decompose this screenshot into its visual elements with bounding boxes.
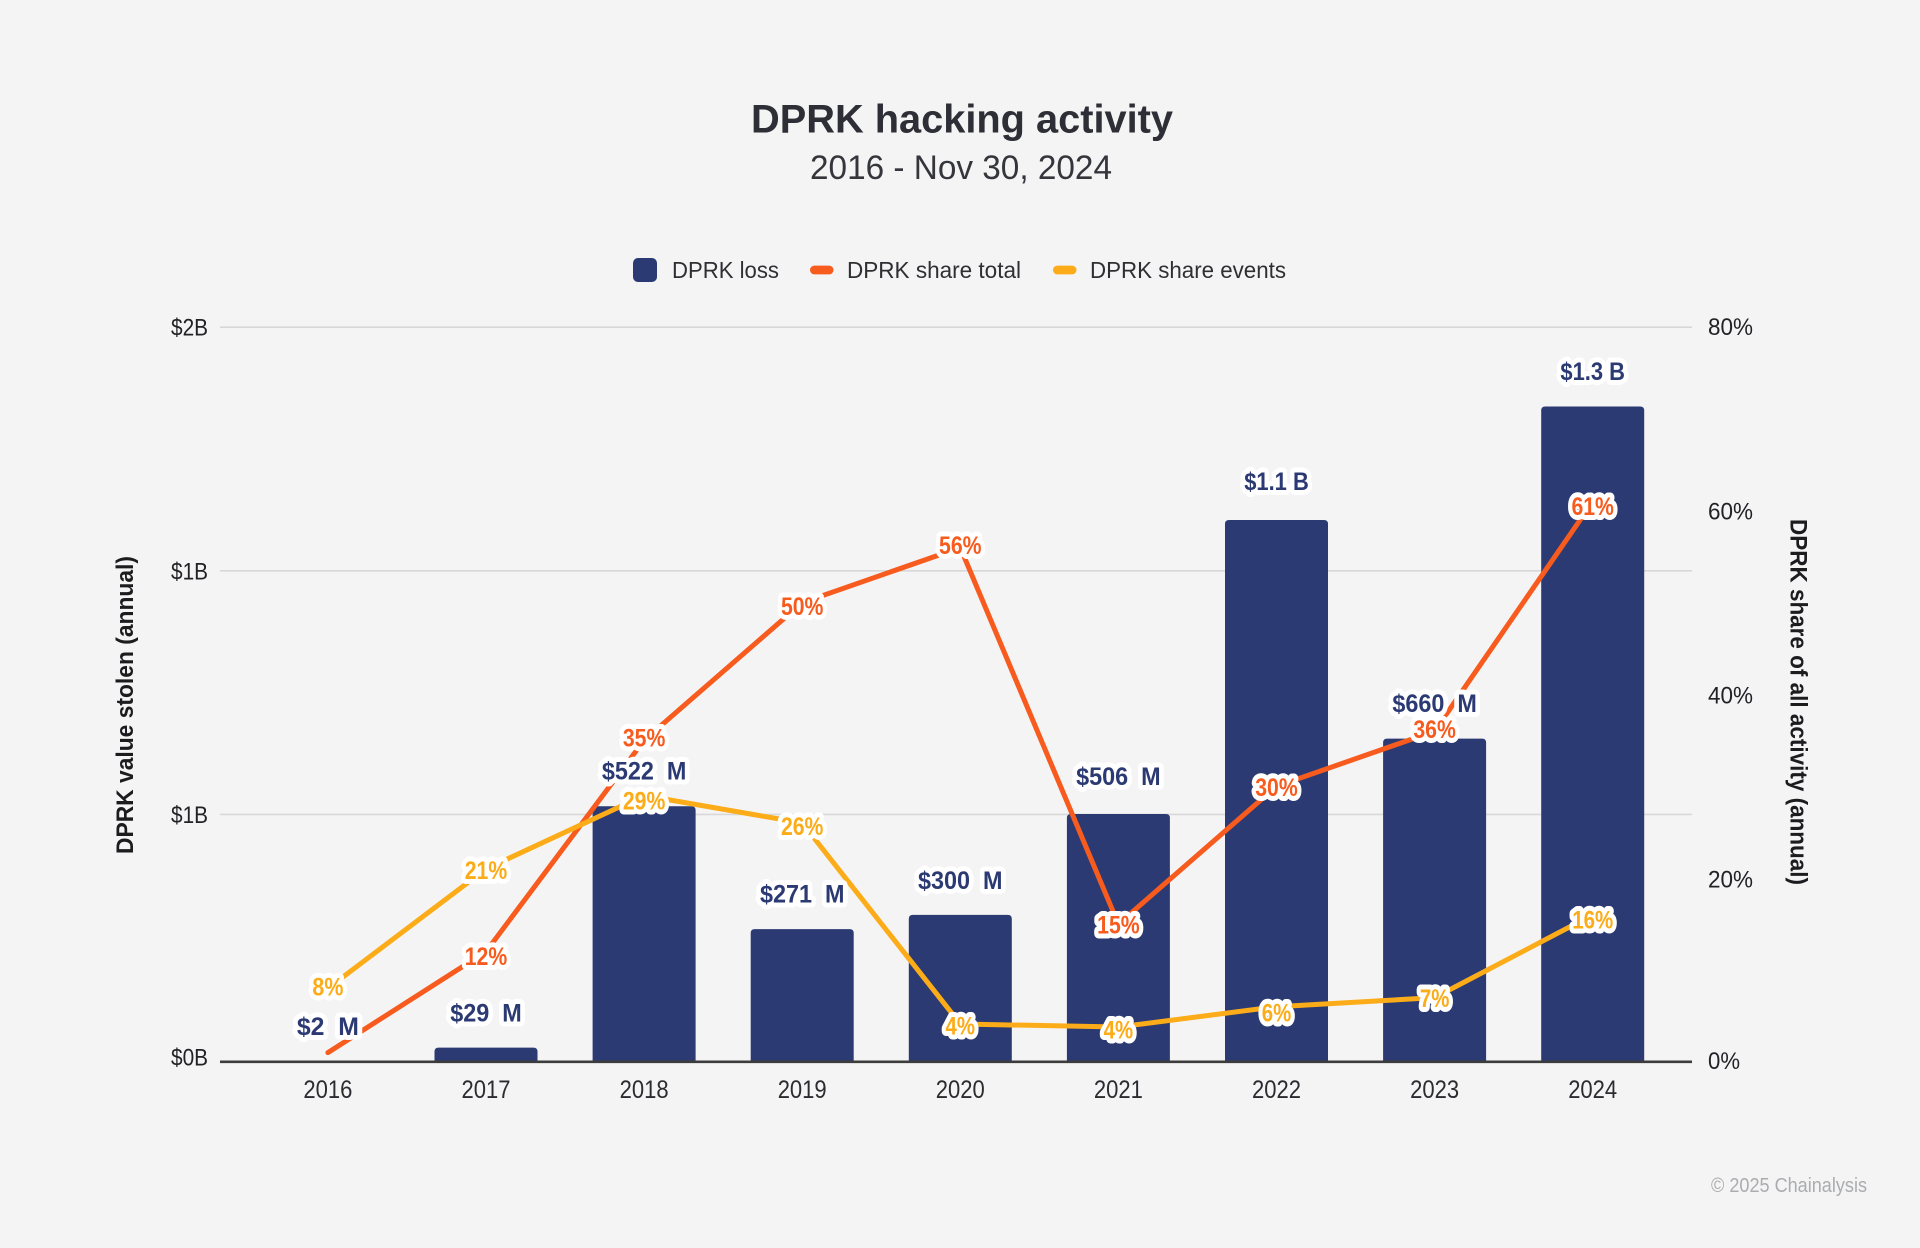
svg-text:40%: 40% — [1708, 683, 1753, 710]
svg-text:2024: 2024 — [1568, 1076, 1617, 1104]
svg-text:8%: 8% — [312, 974, 343, 1002]
svg-text:2017: 2017 — [462, 1076, 511, 1104]
svg-text:© 2025 Chainalysis: © 2025 Chainalysis — [1711, 1175, 1867, 1197]
svg-text:80%: 80% — [1708, 314, 1753, 341]
svg-text:4%: 4% — [946, 1012, 976, 1040]
svg-text:36%: 36% — [1413, 716, 1456, 744]
svg-text:29%: 29% — [623, 788, 666, 816]
svg-text:$0B: $0B — [171, 1045, 208, 1072]
svg-text:$660 M: $660 M — [1392, 690, 1477, 718]
svg-text:$522 M: $522 M — [602, 757, 687, 785]
svg-text:DPRK value stolen (annual): DPRK value stolen (annual) — [112, 556, 139, 854]
svg-text:2023: 2023 — [1410, 1076, 1459, 1104]
svg-text:0%: 0% — [1708, 1048, 1740, 1075]
svg-text:$1B: $1B — [171, 802, 208, 829]
svg-text:26%: 26% — [781, 813, 824, 841]
svg-text:4%: 4% — [1104, 1017, 1134, 1045]
svg-text:2020: 2020 — [936, 1076, 985, 1104]
svg-text:$300 M: $300 M — [918, 867, 1003, 895]
svg-text:7%: 7% — [1420, 985, 1450, 1013]
svg-text:DPRK hacking activity: DPRK hacking activity — [751, 98, 1174, 142]
svg-text:DPRK share events: DPRK share events — [1090, 257, 1286, 283]
svg-text:30%: 30% — [1255, 774, 1298, 802]
svg-text:$271 M: $271 M — [760, 881, 845, 909]
svg-text:DPRK share of all activity (an: DPRK share of all activity (annual) — [1785, 519, 1812, 885]
svg-text:2016: 2016 — [303, 1076, 352, 1104]
svg-text:$29 M: $29 M — [450, 999, 522, 1027]
svg-text:50%: 50% — [781, 593, 824, 621]
svg-text:$506 M: $506 M — [1076, 763, 1161, 791]
svg-text:15%: 15% — [1097, 911, 1140, 939]
svg-text:$2B: $2B — [171, 315, 208, 342]
svg-text:61%: 61% — [1571, 493, 1614, 521]
svg-text:2016 - Nov 30, 2024: 2016 - Nov 30, 2024 — [810, 149, 1112, 187]
svg-text:$2 M: $2 M — [297, 1013, 359, 1041]
svg-text:$1B: $1B — [171, 558, 208, 585]
svg-text:6%: 6% — [1262, 1000, 1292, 1028]
svg-text:60%: 60% — [1708, 498, 1753, 525]
svg-text:2019: 2019 — [778, 1076, 827, 1104]
svg-text:2022: 2022 — [1252, 1076, 1301, 1104]
svg-text:12%: 12% — [465, 943, 508, 971]
svg-text:2018: 2018 — [620, 1076, 669, 1104]
svg-text:DPRK share total: DPRK share total — [847, 257, 1021, 283]
svg-text:$1.1 B: $1.1 B — [1244, 468, 1309, 496]
svg-text:20%: 20% — [1708, 866, 1753, 893]
svg-text:21%: 21% — [465, 857, 508, 885]
svg-text:$1.3 B: $1.3 B — [1560, 358, 1625, 386]
svg-text:56%: 56% — [939, 532, 982, 560]
svg-text:16%: 16% — [1572, 907, 1613, 935]
svg-text:35%: 35% — [623, 724, 666, 752]
svg-text:DPRK loss: DPRK loss — [672, 257, 779, 283]
svg-text:2021: 2021 — [1094, 1076, 1143, 1104]
